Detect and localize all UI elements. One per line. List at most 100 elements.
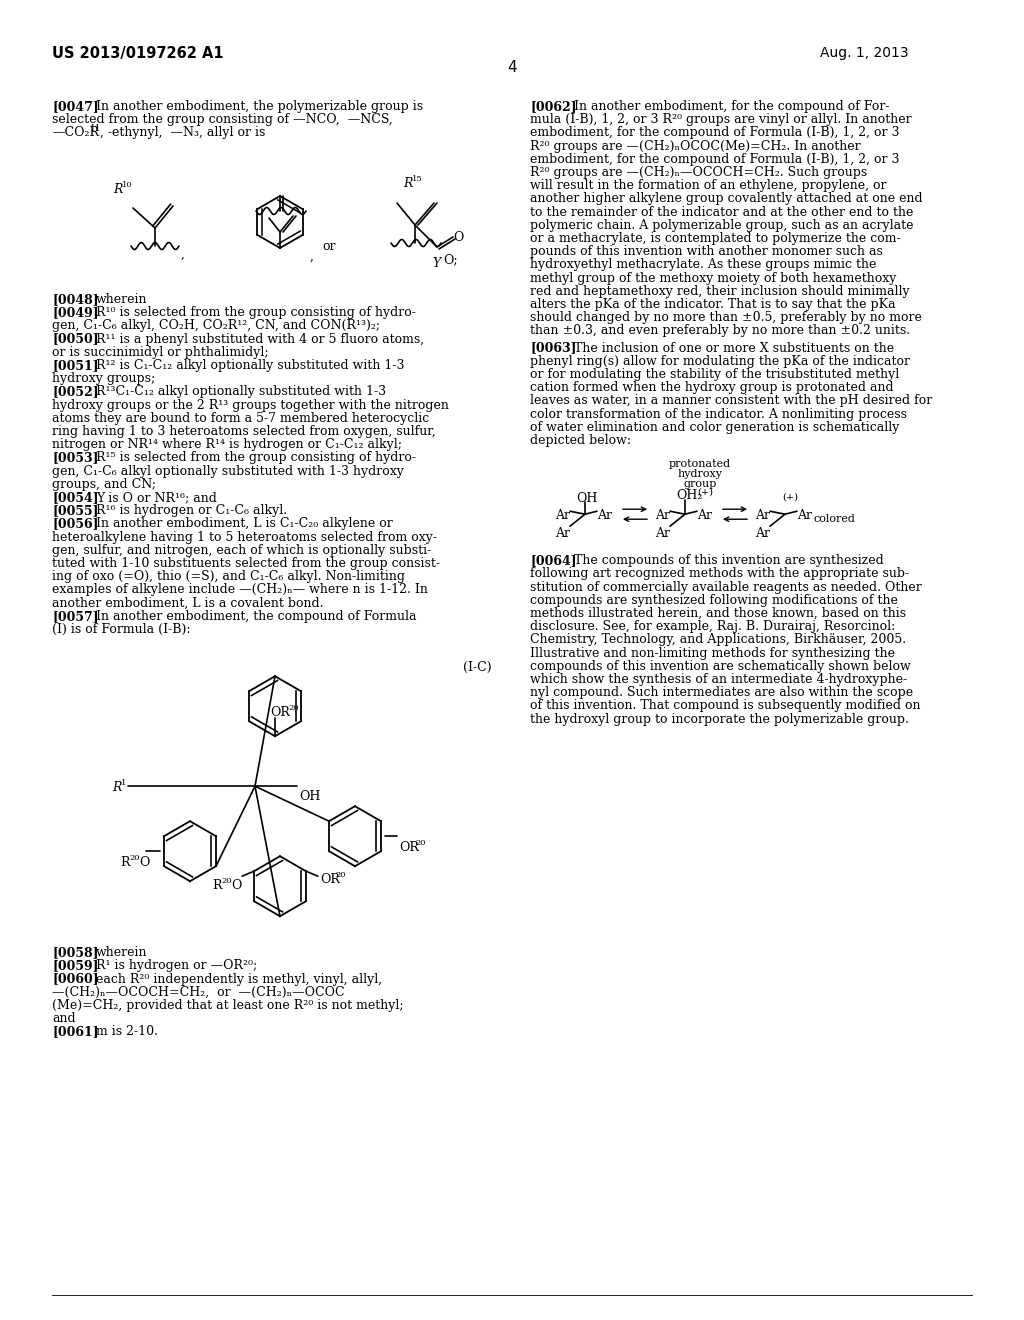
Text: will result in the formation of an ethylene, propylene, or: will result in the formation of an ethyl…	[530, 180, 887, 193]
Text: [0062]: [0062]	[530, 100, 577, 114]
Text: 20: 20	[415, 840, 426, 847]
Text: than ±0.3, and even preferably by no more than ±0.2 units.: than ±0.3, and even preferably by no mor…	[530, 325, 910, 338]
Text: [0052]: [0052]	[52, 385, 98, 399]
Text: R¹⁶ is hydrogen or C₁-C₆ alkyl.: R¹⁶ is hydrogen or C₁-C₆ alkyl.	[96, 504, 287, 517]
Text: The inclusion of one or more X substituents on the: The inclusion of one or more X substitue…	[574, 342, 894, 355]
Text: O;: O;	[443, 253, 458, 267]
Text: mula (I-B), 1, 2, or 3 R²⁰ groups are vinyl or allyl. In another: mula (I-B), 1, 2, or 3 R²⁰ groups are vi…	[530, 114, 911, 127]
Text: to the remainder of the indicator and at the other end to the: to the remainder of the indicator and at…	[530, 206, 913, 219]
Text: each R²⁰ independently is methyl, vinyl, allyl,: each R²⁰ independently is methyl, vinyl,…	[96, 973, 382, 986]
Text: [0053]: [0053]	[52, 451, 98, 465]
Text: disclosure. See, for example, Raj. B. Durairaj, Resorcinol:: disclosure. See, for example, Raj. B. Du…	[530, 620, 895, 634]
Text: [0060]: [0060]	[52, 973, 98, 986]
Text: R: R	[212, 879, 221, 892]
Text: [0064]: [0064]	[530, 554, 577, 568]
Text: Ar: Ar	[797, 510, 812, 523]
Text: embodiment, for the compound of Formula (I-B), 1, 2, or 3: embodiment, for the compound of Formula …	[530, 153, 899, 166]
Text: examples of alkylene include —(CH₂)ₙ— where n is 1-12. In: examples of alkylene include —(CH₂)ₙ— wh…	[52, 583, 428, 597]
Text: following art recognized methods with the appropriate sub-: following art recognized methods with th…	[530, 568, 909, 581]
Text: (+): (+)	[697, 487, 713, 496]
Text: [0056]: [0056]	[52, 517, 98, 531]
Text: 20: 20	[288, 704, 299, 713]
Text: of this invention. That compound is subsequently modified on: of this invention. That compound is subs…	[530, 700, 921, 713]
Text: In another embodiment, the compound of Formula: In another embodiment, the compound of F…	[96, 610, 417, 623]
Text: another higher alkylene group covalently attached at one end: another higher alkylene group covalently…	[530, 193, 923, 206]
Text: hydroxy: hydroxy	[678, 469, 723, 479]
Text: [0054]: [0054]	[52, 491, 98, 504]
Text: ,: ,	[181, 248, 185, 261]
Text: should changed by no more than ±0.5, preferably by no more: should changed by no more than ±0.5, pre…	[530, 312, 922, 325]
Text: methyl group of the methoxy moiety of both hexamethoxy: methyl group of the methoxy moiety of bo…	[530, 272, 896, 285]
Text: In another embodiment, L is C₁-C₂₀ alkylene or: In another embodiment, L is C₁-C₂₀ alkyl…	[96, 517, 393, 531]
Text: groups, and CN;: groups, and CN;	[52, 478, 156, 491]
Text: and: and	[52, 1012, 76, 1026]
Text: Ar: Ar	[755, 510, 770, 523]
Text: gen, C₁-C₆ alkyl, CO₂H, CO₂R¹², CN, and CON(R¹³)₂;: gen, C₁-C₆ alkyl, CO₂H, CO₂R¹², CN, and …	[52, 319, 380, 333]
Text: ing of oxo (=O), thio (=S), and C₁-C₆ alkyl. Non-limiting: ing of oxo (=O), thio (=S), and C₁-C₆ al…	[52, 570, 406, 583]
Text: red and heptamethoxy red, their inclusion should minimally: red and heptamethoxy red, their inclusio…	[530, 285, 909, 298]
Text: [0057]: [0057]	[52, 610, 98, 623]
Text: ring having 1 to 3 heteroatoms selected from oxygen, sulfur,: ring having 1 to 3 heteroatoms selected …	[52, 425, 436, 438]
Text: 10: 10	[122, 181, 133, 189]
Text: pounds of this invention with another monomer such as: pounds of this invention with another mo…	[530, 246, 883, 259]
Text: Ar: Ar	[555, 527, 570, 540]
Text: R¹³C₁-C₁₂ alkyl optionally substituted with 1-3: R¹³C₁-C₁₂ alkyl optionally substituted w…	[96, 385, 386, 399]
Text: R¹ is hydrogen or —OR²⁰;: R¹ is hydrogen or —OR²⁰;	[96, 960, 257, 973]
Text: [0061]: [0061]	[52, 1026, 98, 1039]
Text: R: R	[120, 857, 129, 869]
Text: [0055]: [0055]	[52, 504, 98, 517]
Text: hydroxy groups or the 2 R¹³ groups together with the nitrogen: hydroxy groups or the 2 R¹³ groups toget…	[52, 399, 449, 412]
Text: [0059]: [0059]	[52, 960, 98, 973]
Text: 1: 1	[121, 779, 126, 787]
Text: wherein: wherein	[96, 293, 147, 306]
Text: color transformation of the indicator. A nonlimiting process: color transformation of the indicator. A…	[530, 408, 907, 421]
Text: Illustrative and non-limiting methods for synthesizing the: Illustrative and non-limiting methods fo…	[530, 647, 895, 660]
Text: 11: 11	[90, 124, 101, 133]
Text: polymeric chain. A polymerizable group, such as an acrylate: polymeric chain. A polymerizable group, …	[530, 219, 913, 232]
Text: US 2013/0197262 A1: US 2013/0197262 A1	[52, 46, 223, 61]
Text: OR: OR	[319, 874, 340, 886]
Text: R: R	[112, 781, 122, 795]
Text: Y is O or NR¹⁶; and: Y is O or NR¹⁶; and	[96, 491, 217, 504]
Text: OR: OR	[270, 706, 290, 719]
Text: another embodiment, L is a covalent bond.: another embodiment, L is a covalent bond…	[52, 597, 324, 610]
Text: Ar: Ar	[697, 510, 712, 523]
Text: R¹¹ is a phenyl substituted with 4 or 5 fluoro atoms,: R¹¹ is a phenyl substituted with 4 or 5 …	[96, 333, 424, 346]
Text: m is 2-10.: m is 2-10.	[96, 1026, 158, 1039]
Text: Ar: Ar	[597, 510, 612, 523]
Text: (+): (+)	[782, 492, 798, 502]
Text: tuted with 1-10 substituents selected from the group consist-: tuted with 1-10 substituents selected fr…	[52, 557, 440, 570]
Text: [0047]: [0047]	[52, 100, 98, 114]
Text: leaves as water, in a manner consistent with the pH desired for: leaves as water, in a manner consistent …	[530, 395, 932, 408]
Text: compounds of this invention are schematically shown below: compounds of this invention are schemati…	[530, 660, 910, 673]
Text: Chemistry, Technology, and Applications, Birkhäuser, 2005.: Chemistry, Technology, and Applications,…	[530, 634, 906, 647]
Text: Aug. 1, 2013: Aug. 1, 2013	[820, 46, 908, 59]
Text: [0051]: [0051]	[52, 359, 98, 372]
Text: gen, C₁-C₆ alkyl optionally substituted with 1-3 hydroxy: gen, C₁-C₆ alkyl optionally substituted …	[52, 465, 403, 478]
Text: (Me)=CH₂, provided that at least one R²⁰ is not methyl;: (Me)=CH₂, provided that at least one R²⁰…	[52, 999, 403, 1012]
Text: or for modulating the stability of the trisubstituted methyl: or for modulating the stability of the t…	[530, 368, 899, 381]
Text: R: R	[403, 177, 413, 190]
Text: alters the pKa of the indicator. That is to say that the pKa: alters the pKa of the indicator. That is…	[530, 298, 896, 312]
Text: 20: 20	[221, 878, 231, 886]
Text: OH: OH	[299, 791, 321, 803]
Text: R²⁰ groups are —(CH₂)ₙ—OCOCH=CH₂. Such groups: R²⁰ groups are —(CH₂)ₙ—OCOCH=CH₂. Such g…	[530, 166, 867, 180]
Text: cation formed when the hydroxy group is protonated and: cation formed when the hydroxy group is …	[530, 381, 894, 395]
Text: group: group	[683, 479, 717, 490]
Text: [0049]: [0049]	[52, 306, 98, 319]
Text: O: O	[453, 231, 464, 244]
Text: heteroalkylene having 1 to 5 heteroatoms selected from oxy-: heteroalkylene having 1 to 5 heteroatoms…	[52, 531, 437, 544]
Text: In another embodiment, the polymerizable group is: In another embodiment, the polymerizable…	[96, 100, 423, 114]
Text: which show the synthesis of an intermediate 4-hydroxyphe-: which show the synthesis of an intermedi…	[530, 673, 907, 686]
Text: or: or	[322, 240, 336, 253]
Text: [0050]: [0050]	[52, 333, 98, 346]
Text: nyl compound. Such intermediates are also within the scope: nyl compound. Such intermediates are als…	[530, 686, 913, 700]
Text: O: O	[231, 879, 242, 892]
Text: Ar: Ar	[655, 527, 670, 540]
Text: Y: Y	[432, 257, 440, 271]
Text: or a methacrylate, is contemplated to polymerize the com-: or a methacrylate, is contemplated to po…	[530, 232, 901, 246]
Text: 4: 4	[507, 59, 517, 75]
Text: wherein: wherein	[96, 946, 147, 960]
Text: hydroxyethyl methacrylate. As these groups mimic the: hydroxyethyl methacrylate. As these grou…	[530, 259, 877, 272]
Text: atoms they are bound to form a 5-7 membered heterocyclic: atoms they are bound to form a 5-7 membe…	[52, 412, 429, 425]
